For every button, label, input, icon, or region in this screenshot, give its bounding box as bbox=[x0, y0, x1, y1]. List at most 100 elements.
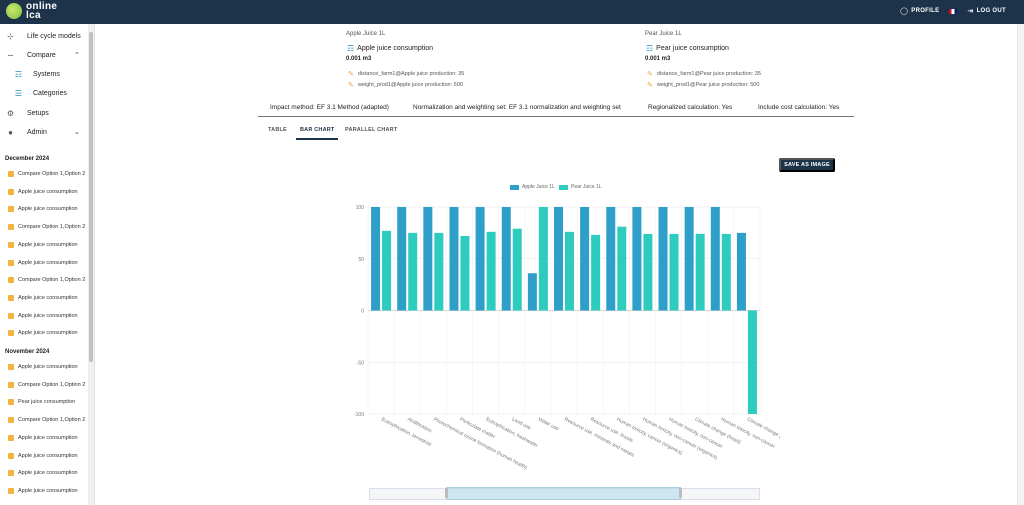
history-item[interactable]: Apple juice consumption bbox=[8, 257, 86, 269]
history-item[interactable]: Apple juice consumption bbox=[8, 361, 86, 373]
left-product-label: Apple Juice 1L bbox=[346, 31, 386, 37]
history-item[interactable]: Apple juice consumption bbox=[8, 450, 86, 462]
sidebar-item-life-cycle-models[interactable]: ⊹ Life cycle models bbox=[0, 27, 88, 46]
history-item[interactable]: Pear juice consumption bbox=[8, 396, 86, 408]
history-item[interactable]: Apple juice consumption bbox=[8, 292, 86, 304]
x-tick-label: Photochemical ozone formation (human hea… bbox=[432, 416, 528, 471]
sidebar-item-label: Setups bbox=[27, 110, 49, 117]
sidebar-scroll-thumb[interactable] bbox=[89, 32, 93, 362]
bar-pear-1 bbox=[408, 232, 418, 311]
history-item[interactable]: Apple juice consumption bbox=[8, 186, 86, 198]
y-tick-label: -50 bbox=[357, 360, 364, 366]
bar-apple-12 bbox=[684, 207, 694, 311]
profile-button[interactable]: ◯ PROFILE bbox=[900, 8, 940, 15]
legend-swatch-pear bbox=[559, 184, 568, 190]
history-item[interactable]: Apple juice consumption bbox=[8, 327, 86, 339]
legend-pear[interactable]: Pear Juice 1L bbox=[559, 184, 602, 190]
zoom-handle-left[interactable] bbox=[445, 488, 448, 498]
history-item[interactable]: Apple juice consumption bbox=[8, 432, 86, 444]
impact-method: Impact method: EF 3.1 Method (adapted) bbox=[270, 104, 389, 111]
x-tick-label: Water use bbox=[537, 416, 560, 432]
chevron-up-icon[interactable]: ⌃ bbox=[74, 52, 80, 59]
history-item[interactable]: Compare Option 1,Option 2 bbox=[8, 274, 86, 286]
language-flag-icon[interactable] bbox=[949, 8, 958, 14]
sidebar-item-systems[interactable]: ☶ Systems bbox=[0, 65, 88, 84]
history-icon bbox=[8, 364, 14, 370]
history-section-title: December 2024 bbox=[5, 156, 50, 162]
app-logo[interactable]: online lca bbox=[6, 1, 58, 21]
history-icon bbox=[8, 381, 14, 388]
history-icon bbox=[8, 294, 14, 301]
bar-pear-12 bbox=[695, 233, 705, 311]
right-param-1[interactable]: ✎ distance_farm1@Pear juice production: 3… bbox=[647, 71, 761, 78]
history-item[interactable]: Apple juice consumption bbox=[8, 203, 86, 215]
right-process[interactable]: ☶ Pear juice consumption bbox=[646, 44, 729, 53]
bar-apple-1 bbox=[397, 207, 407, 311]
calculation-settings: Impact method: EF 3.1 Method (adapted) N… bbox=[258, 100, 854, 117]
regionalized-calculation: Regionalized calculation: Yes bbox=[648, 104, 733, 111]
history-item[interactable]: Compare Option 1,Option 2 bbox=[8, 379, 86, 391]
bar-apple-14 bbox=[736, 232, 746, 311]
save-as-image-button[interactable]: SAVE AS IMAGE bbox=[779, 158, 835, 172]
right-param-2[interactable]: ✎ weight_prod1@Pear juice production: 500 bbox=[647, 82, 760, 89]
hierarchy-icon: ☶ bbox=[347, 44, 355, 53]
logout-button[interactable]: ⇥ LOG OUT bbox=[967, 8, 1006, 15]
history-icon bbox=[8, 224, 14, 231]
history-item[interactable]: Compare Option 1,Option 2 bbox=[8, 221, 86, 233]
history-section-title: November 2024 bbox=[5, 349, 50, 355]
sidebar-item-compare[interactable]: ∼ Compare ⌃ bbox=[0, 46, 88, 65]
history-icon bbox=[8, 171, 14, 177]
normalization-set: Normalization and weighting set: EF 3.1 … bbox=[413, 104, 621, 111]
bar-apple-7 bbox=[554, 207, 563, 311]
hierarchy-icon: ☶ bbox=[14, 70, 23, 79]
history-icon bbox=[8, 259, 14, 266]
history-item[interactable]: Apple juice consumption bbox=[8, 485, 86, 497]
history-item[interactable]: Compare Option 1,Option 2 bbox=[8, 414, 86, 426]
compare-icon: ∼ bbox=[7, 51, 14, 60]
history-icon bbox=[8, 206, 14, 213]
left-param-2[interactable]: ✎ weight_prod1@Apple juice production: 50… bbox=[348, 82, 463, 89]
chart-zoom-window[interactable] bbox=[446, 487, 681, 500]
bar-apple-10 bbox=[632, 207, 642, 311]
page-scrollbar[interactable] bbox=[1017, 24, 1024, 505]
history-item[interactable]: Compare Option 1,Option 2 bbox=[8, 168, 86, 180]
left-amount: 0.001 m3 bbox=[346, 56, 372, 62]
top-bar: online lca ◯ PROFILE ⇥ LOG OUT bbox=[0, 0, 1024, 24]
history-icon bbox=[8, 188, 14, 195]
bar-pear-11 bbox=[669, 233, 679, 311]
zoom-handle-right[interactable] bbox=[679, 488, 682, 498]
bar-pear-3 bbox=[460, 235, 470, 311]
chevron-down-icon[interactable]: ⌄ bbox=[74, 129, 80, 136]
history-item[interactable]: Apple juice consumption bbox=[8, 467, 86, 479]
history-icon bbox=[8, 399, 14, 406]
tab-parallel-chart[interactable]: PARALLEL CHART bbox=[345, 127, 398, 133]
admin-icon: ● bbox=[8, 128, 13, 137]
bar-chart: Apple Juice 1L Pear Juice 1L 100 50 0 -50 -1… bbox=[340, 178, 800, 478]
left-param-1[interactable]: ✎ distance_farm1@Apple juice production: … bbox=[348, 71, 465, 78]
bar-pear-4 bbox=[486, 231, 496, 311]
legend-apple[interactable]: Apple Juice 1L bbox=[510, 184, 555, 190]
bar-pear-0 bbox=[382, 230, 392, 311]
bar-apple-2 bbox=[423, 207, 433, 311]
history-icon bbox=[8, 417, 14, 424]
pencil-icon: ✎ bbox=[647, 71, 653, 78]
sidebar-item-label: Systems bbox=[33, 71, 60, 78]
logout-icon: ⇥ bbox=[967, 8, 974, 15]
logo-line1: online bbox=[26, 1, 58, 12]
sidebar-item-admin[interactable]: ● Admin ⌄ bbox=[0, 123, 88, 142]
tab-bar-chart[interactable]: BAR CHART bbox=[300, 127, 335, 133]
bar-apple-3 bbox=[449, 207, 459, 311]
sidebar-item-setups[interactable]: ⚙ Setups bbox=[0, 104, 88, 123]
pencil-icon: ✎ bbox=[647, 82, 653, 89]
sidebar-item-categories[interactable]: ☰ Categories bbox=[0, 84, 88, 103]
history-icon bbox=[8, 470, 14, 477]
left-process[interactable]: ☶ Apple juice consumption bbox=[347, 44, 434, 53]
history-item[interactable]: Apple juice consumption bbox=[8, 310, 86, 322]
sidebar: ⊹ Life cycle models ∼ Compare ⌃ ☶ Systems ☰ Cate… bbox=[0, 24, 95, 505]
bar-pear-6 bbox=[538, 207, 548, 311]
history-item[interactable]: Apple juice consumption bbox=[8, 239, 86, 251]
user-circle-icon: ◯ bbox=[900, 8, 909, 15]
bar-pear-5 bbox=[512, 228, 522, 311]
tab-table[interactable]: TABLE bbox=[268, 127, 287, 133]
